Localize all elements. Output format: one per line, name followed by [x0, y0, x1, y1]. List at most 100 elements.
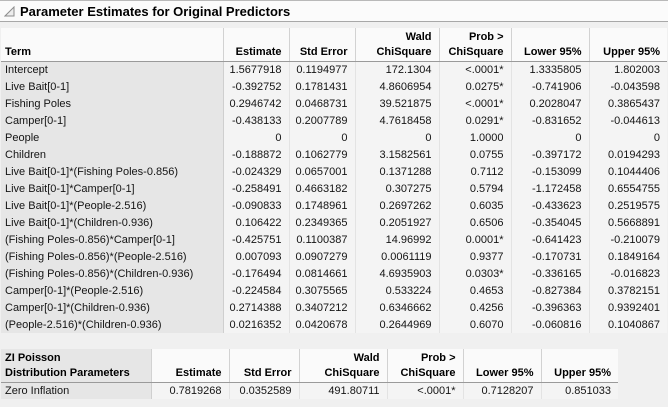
wald-chisquare-cell: 4.8606954	[355, 78, 440, 95]
std-error-cell: 0.2007789	[289, 112, 356, 129]
upper-95-cell: 0.9392401	[589, 299, 667, 316]
lower-95-cell: -0.396363	[511, 299, 590, 316]
term-cell: Children	[1, 146, 224, 163]
lower-95-cell: 0.2028047	[511, 95, 590, 112]
header-lower-95: Lower 95%	[511, 28, 590, 62]
table-row: Children -0.188872 0.1062779 3.1582561 0…	[1, 146, 667, 163]
table-row: (Fishing Poles-0.856)*(Children-0.936) -…	[1, 265, 667, 282]
prob-chisquare-cell: 0.6035	[439, 197, 512, 214]
estimate-cell: 0.0216352	[223, 316, 290, 333]
estimate-cell: -0.176494	[223, 265, 290, 282]
std-error-cell: 0.0468731	[289, 95, 356, 112]
header-zi-poisson: ZI Poisson Distribution Parameters	[1, 349, 152, 383]
upper-95-cell: 0.2519575	[589, 197, 667, 214]
header-prob-chisquare: Prob > ChiSquare	[439, 28, 512, 62]
estimate-cell: 0.007093	[223, 248, 290, 265]
term-cell: People	[1, 129, 224, 146]
table-row: Camper[0-1]*(Children-0.936) 0.2714388 0…	[1, 299, 667, 316]
wald-chisquare-cell: 0.307275	[355, 180, 440, 197]
header-prob-chisquare: Prob > ChiSquare	[387, 349, 464, 383]
upper-95-cell: 0.5668891	[589, 214, 667, 231]
outline-title-bar[interactable]: Parameter Estimates for Original Predict…	[0, 0, 668, 22]
wald-chisquare-cell: 0.1371288	[355, 163, 440, 180]
std-error-cell: 0.0907279	[289, 248, 356, 265]
report-title: Parameter Estimates for Original Predict…	[20, 3, 291, 19]
header-wald-chisquare: Wald ChiSquare	[299, 349, 388, 383]
prob-chisquare-cell: 0.0291*	[439, 112, 512, 129]
term-cell: (Fishing Poles-0.856)*(Children-0.936)	[1, 265, 224, 282]
std-error-cell: 0.2349365	[289, 214, 356, 231]
term-cell: Intercept	[1, 61, 224, 78]
wald-chisquare-cell: 4.6935903	[355, 265, 440, 282]
lower-95-cell: -0.336165	[511, 265, 590, 282]
prob-chisquare-cell: 0.6506	[439, 214, 512, 231]
prob-chisquare-cell: 0.4256	[439, 299, 512, 316]
wald-chisquare-cell: 0.533224	[355, 282, 440, 299]
std-error-cell: 0.1062779	[289, 146, 356, 163]
prob-chisquare-cell: 0.7112	[439, 163, 512, 180]
estimate-cell: 0	[223, 129, 290, 146]
lower-95-cell: -0.433623	[511, 197, 590, 214]
estimate-cell: 0.106422	[223, 214, 290, 231]
table-row: Fishing Poles 0.2946742 0.0468731 39.521…	[1, 95, 667, 112]
term-cell: Live Bait[0-1]*(People-2.516)	[1, 197, 224, 214]
disclosure-triangle-icon[interactable]	[3, 5, 16, 18]
wald-chisquare-cell: 0	[355, 129, 440, 146]
estimate-cell: -0.438133	[223, 112, 290, 129]
std-error-cell: 0.1100387	[289, 231, 356, 248]
header-wald-chisquare: Wald ChiSquare	[355, 28, 440, 62]
prob-chisquare-cell: 0.6070	[439, 316, 512, 333]
estimate-cell: -0.258491	[223, 180, 290, 197]
prob-chisquare-cell: 0.0275*	[439, 78, 512, 95]
table-row: Live Bait[0-1]*(Children-0.936) 0.106422…	[1, 214, 667, 231]
table-row: Live Bait[0-1]*Camper[0-1] -0.258491 0.4…	[1, 180, 667, 197]
upper-95-cell: -0.044613	[589, 112, 667, 129]
parameter-estimates-table: Term Estimate Std Error Wald ChiSquare Pr…	[1, 28, 667, 333]
term-cell: (Fishing Poles-0.856)*(People-2.516)	[1, 248, 224, 265]
table-row: People 0 0 0 1.0000 0 0	[1, 129, 667, 146]
lower-95-cell: 0	[511, 129, 590, 146]
wald-chisquare-cell: 172.1304	[355, 61, 440, 78]
estimate-cell: -0.188872	[223, 146, 290, 163]
header-std-error: Std Error	[289, 28, 356, 62]
upper-95-cell: -0.043598	[589, 78, 667, 95]
lower-95-cell: -0.354045	[511, 214, 590, 231]
lower-95-cell: -1.172458	[511, 180, 590, 197]
table-row: Intercept 1.5677918 0.1194977 172.1304 <…	[1, 61, 667, 78]
header-upper-95: Upper 95%	[589, 28, 667, 62]
table-row: Camper[0-1]*(People-2.516) -0.224584 0.3…	[1, 282, 667, 299]
std-error-cell: 0.3407212	[289, 299, 356, 316]
lower-95-cell: -0.153099	[511, 163, 590, 180]
estimate-cell: -0.024329	[223, 163, 290, 180]
lower-95-cell: -0.831652	[511, 112, 590, 129]
header-term: Term	[1, 28, 224, 62]
prob-chisquare-cell: 1.0000	[439, 129, 512, 146]
prob-chisquare-cell: 0.9377	[439, 248, 512, 265]
upper-95-cell: 0.1849164	[589, 248, 667, 265]
prob-chisquare-cell: <.0001*	[439, 61, 512, 78]
wald-chisquare-cell: 3.1582561	[355, 146, 440, 163]
term-cell: (Fishing Poles-0.856)*Camper[0-1]	[1, 231, 224, 248]
upper-95-cell: 0.6554755	[589, 180, 667, 197]
upper-95-cell: 0.3782151	[589, 282, 667, 299]
table-row: Live Bait[0-1] -0.392752 0.1781431 4.860…	[1, 78, 667, 95]
table-row: Live Bait[0-1]*(People-2.516) -0.090833 …	[1, 197, 667, 214]
upper-95-cell: 0	[589, 129, 667, 146]
wald-chisquare-cell: 14.96992	[355, 231, 440, 248]
std-error-cell: 0.1194977	[289, 61, 356, 78]
table-row: (Fishing Poles-0.856)*(People-2.516) 0.0…	[1, 248, 667, 265]
lower-95-cell: 1.3335805	[511, 61, 590, 78]
header-estimate: Estimate	[151, 349, 230, 383]
term-cell: Fishing Poles	[1, 95, 224, 112]
wald-chisquare-cell: 0.2644969	[355, 316, 440, 333]
table-row: (People-2.516)*(Children-0.936) 0.021635…	[1, 316, 667, 333]
std-error-cell: 0.1781431	[289, 78, 356, 95]
wald-chisquare-cell: 0.6346662	[355, 299, 440, 316]
wald-chisquare-cell: 0.0061119	[355, 248, 440, 265]
upper-95-cell: -0.210079	[589, 231, 667, 248]
prob-chisquare-cell: 0.4653	[439, 282, 512, 299]
term-cell: Live Bait[0-1]*Camper[0-1]	[1, 180, 224, 197]
prob-chisquare-cell: <.0001*	[387, 382, 464, 399]
prob-chisquare-cell: 0.0755	[439, 146, 512, 163]
term-cell: Live Bait[0-1]	[1, 78, 224, 95]
